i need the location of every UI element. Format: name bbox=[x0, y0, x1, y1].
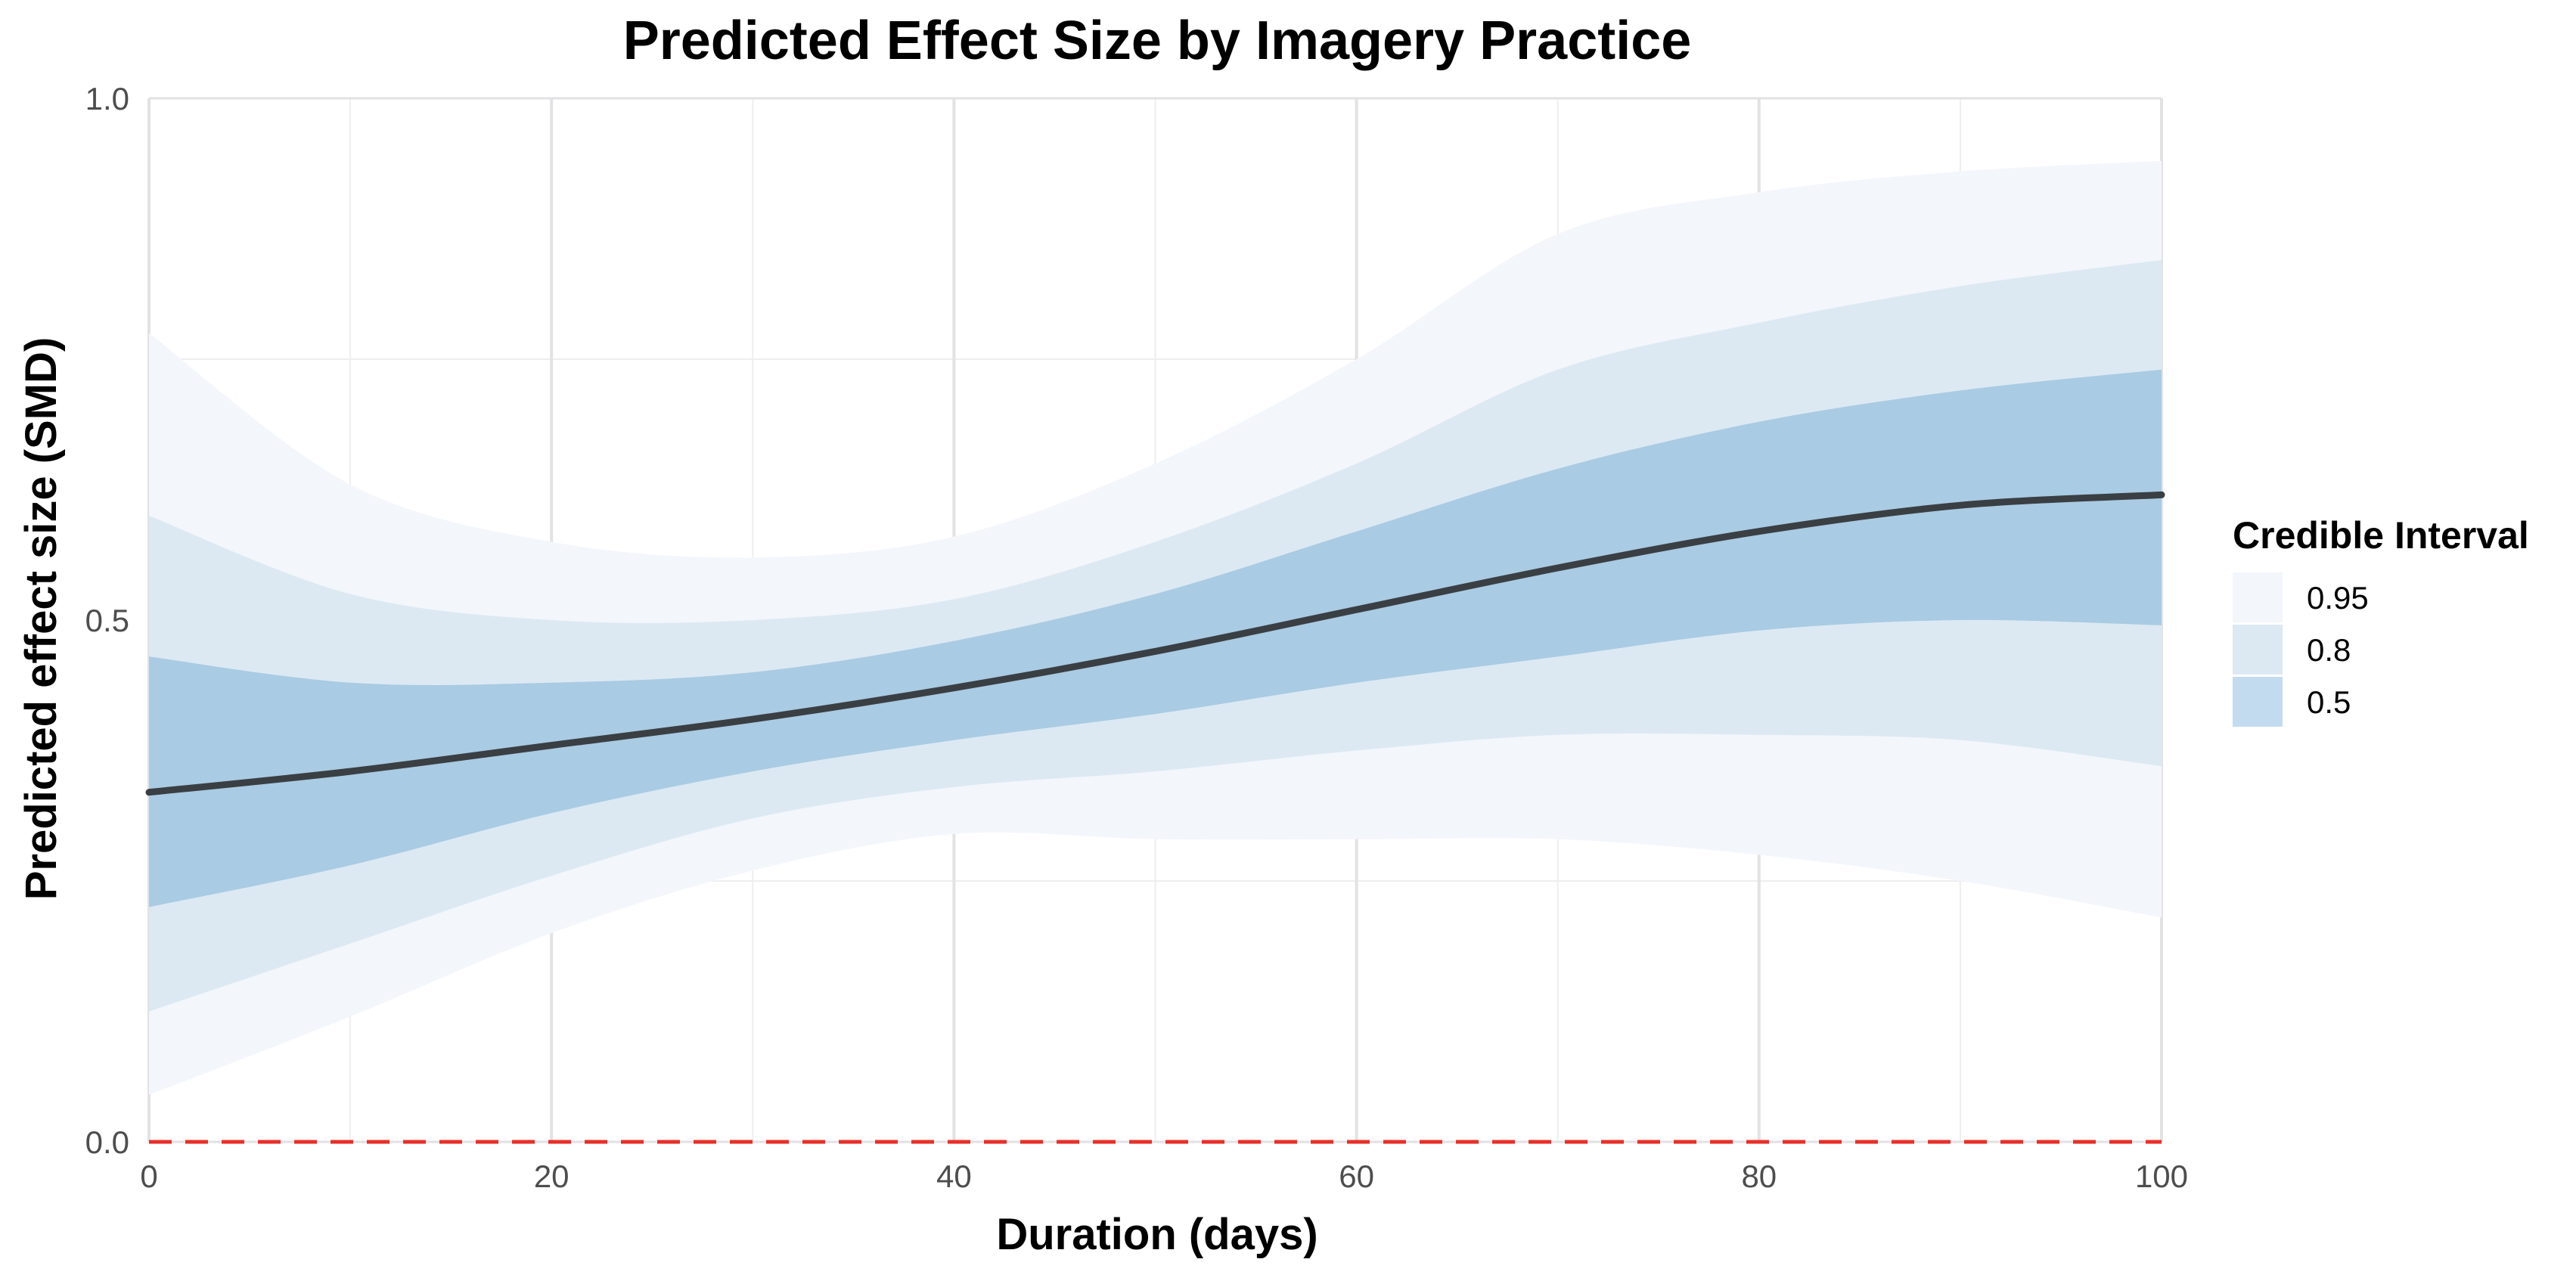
legend-label-0-95: 0.95 bbox=[2307, 580, 2369, 616]
legend-title: Credible Interval bbox=[2233, 514, 2529, 557]
credible-interval-bands bbox=[149, 160, 2162, 1095]
y-tick-label: 0.0 bbox=[85, 1124, 129, 1160]
x-tick-label: 80 bbox=[1741, 1158, 1777, 1194]
chart-title: Predicted Effect Size by Imagery Practic… bbox=[623, 11, 1692, 71]
x-tick-label: 20 bbox=[534, 1158, 570, 1194]
x-axis-ticks: 0 20 40 60 80 100 bbox=[140, 1158, 2188, 1194]
x-tick-label: 100 bbox=[2135, 1158, 2188, 1194]
median-line bbox=[145, 491, 2165, 796]
legend-items: 0.95 0.8 0.5 bbox=[2233, 572, 2369, 727]
x-tick-label: 60 bbox=[1339, 1158, 1374, 1194]
legend-label-0-5: 0.5 bbox=[2307, 684, 2351, 720]
median-line-group bbox=[145, 491, 2165, 796]
y-axis-ticks: 0.0 0.5 1.0 bbox=[85, 81, 129, 1160]
y-axis-title: Predicted effect size (SMD) bbox=[17, 337, 66, 901]
legend-swatch-0-5 bbox=[2233, 677, 2283, 727]
y-tick-label: 1.0 bbox=[85, 81, 129, 116]
legend-swatch-0-95 bbox=[2233, 572, 2283, 622]
legend: Credible Interval 0.95 0.8 0.5 bbox=[2233, 514, 2529, 727]
x-tick-label: 0 bbox=[140, 1158, 157, 1194]
x-tick-label: 40 bbox=[936, 1158, 972, 1194]
band-0-5 bbox=[149, 369, 2162, 907]
x-axis-title: Duration (days) bbox=[996, 1210, 1317, 1259]
legend-swatch-0-8 bbox=[2233, 625, 2283, 675]
legend-label-0-8: 0.8 bbox=[2307, 632, 2351, 668]
y-tick-label: 0.5 bbox=[85, 603, 129, 638]
